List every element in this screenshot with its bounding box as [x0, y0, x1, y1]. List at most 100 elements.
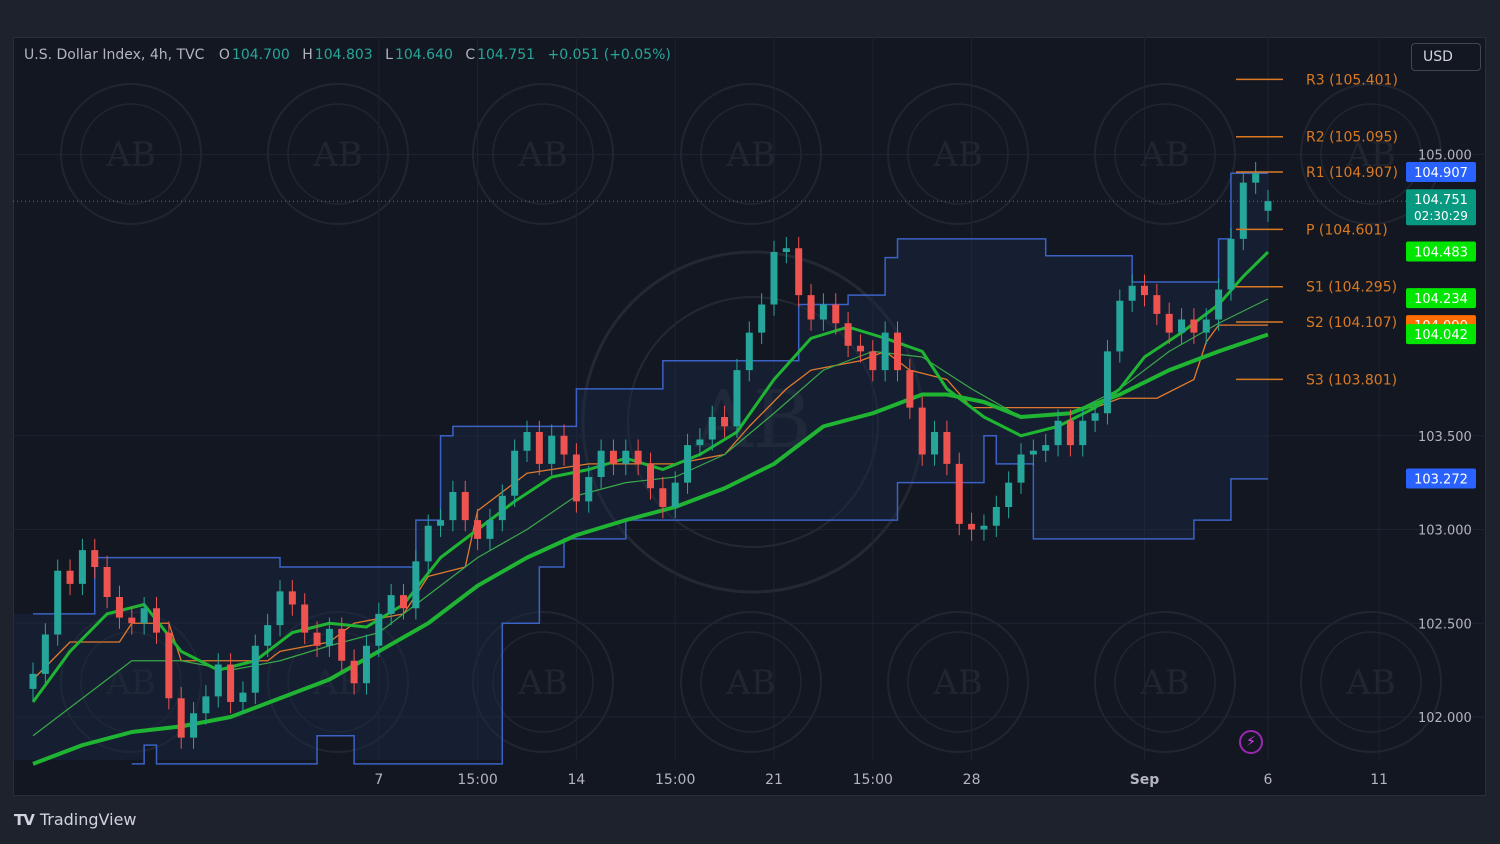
- candle-body: [437, 520, 445, 526]
- price-label-text: 104.907: [1414, 166, 1468, 181]
- price-label-box: [1406, 468, 1476, 489]
- pivot-label: S2 (104.107): [1306, 315, 1397, 331]
- candle-body: [758, 304, 766, 333]
- candle-body: [474, 520, 482, 539]
- candle-body: [782, 248, 790, 252]
- candle-body: [906, 370, 914, 408]
- price-label-box: [1406, 189, 1476, 226]
- x-tick-label: 15:00: [457, 772, 497, 788]
- candle-body: [128, 617, 136, 624]
- candle-body: [498, 495, 506, 521]
- candle-body: [844, 323, 852, 346]
- pivot-levels: R3 (105.401) R2 (105.095) R1 (104.907) P (1…: [1236, 72, 1398, 388]
- tradingview-logo: TV: [14, 810, 35, 829]
- candle-body: [1116, 300, 1124, 352]
- price-label-text: 104.234: [1414, 292, 1468, 307]
- candle-body: [177, 698, 185, 738]
- watermark-seal: AB: [1300, 611, 1442, 753]
- x-tick-label: 7: [374, 772, 383, 788]
- change-value: +0.051 (+0.05%): [547, 47, 671, 63]
- low-label: L: [385, 47, 393, 63]
- candle-body: [449, 492, 457, 521]
- watermark-seal: AB: [680, 611, 822, 753]
- candle-body: [115, 597, 123, 618]
- x-tick-label: 11: [1370, 772, 1388, 788]
- price-label-text: 103.272: [1414, 473, 1468, 488]
- candle-body: [276, 591, 284, 626]
- ema-fast-line: [31, 250, 1270, 703]
- watermark-text: AB: [517, 663, 568, 703]
- candle-body: [671, 482, 679, 507]
- candle-body: [66, 570, 74, 584]
- symbol-name: U.S. Dollar Index, 4h, TVC: [24, 47, 205, 63]
- candle-body: [795, 248, 803, 296]
- candle-body: [819, 304, 827, 320]
- candle-body: [264, 625, 272, 646]
- candle-body: [585, 477, 593, 502]
- candle-body: [980, 525, 988, 530]
- candle-body: [560, 435, 568, 455]
- candle-body: [103, 567, 111, 597]
- candle-body: [634, 450, 642, 464]
- candle-body: [992, 507, 1000, 526]
- candle-body: [869, 351, 877, 371]
- candle-body: [251, 645, 259, 693]
- price-label-box: [1406, 288, 1476, 309]
- candle-body: [943, 432, 951, 464]
- candle-body: [659, 488, 667, 507]
- watermark-seal: AB: [472, 611, 614, 753]
- tradingview-footer[interactable]: TV TradingView: [14, 810, 137, 829]
- candle-body: [1141, 285, 1148, 296]
- candle-body: [202, 696, 210, 714]
- pivot-label: R2 (105.095): [1306, 130, 1398, 146]
- x-tick-label: 14: [567, 772, 585, 788]
- candle-body: [733, 370, 741, 427]
- candle-body: [1178, 319, 1186, 333]
- candle-body: [721, 417, 729, 427]
- x-tick-label: Sep: [1130, 772, 1160, 788]
- candle-body: [1264, 201, 1272, 211]
- pivot-label: R3 (105.401): [1306, 72, 1398, 88]
- candle-body: [1252, 173, 1260, 183]
- candle-body: [424, 525, 432, 562]
- candle-body: [1215, 289, 1223, 320]
- candle-body: [1190, 319, 1198, 333]
- pivot-label: S3 (103.801): [1306, 372, 1397, 388]
- candle-body: [387, 595, 395, 614]
- y-tick-label: 103.500: [1418, 430, 1472, 445]
- candle-body: [400, 595, 407, 609]
- candle-body: [338, 628, 346, 661]
- open-value: 104.700: [231, 47, 290, 63]
- pivot-label: R1 (104.907): [1306, 165, 1398, 181]
- x-tick-label: 28: [963, 772, 981, 788]
- candle-body: [968, 523, 976, 530]
- candle-body: [1239, 182, 1247, 239]
- lightning-icon[interactable]: ⚡: [1239, 730, 1263, 754]
- candle-body: [708, 417, 716, 440]
- y-tick-label: 103.000: [1418, 524, 1472, 539]
- candle-body: [807, 295, 815, 320]
- price-label-text: 104.751: [1414, 193, 1468, 208]
- brand-name: TradingView: [39, 810, 137, 829]
- candle-body: [239, 692, 247, 702]
- pivot-label: S1 (104.295): [1306, 280, 1397, 296]
- candle-body: [313, 632, 321, 646]
- candle-body: [535, 432, 543, 464]
- candle-body: [1017, 454, 1025, 483]
- candle-body: [375, 613, 383, 646]
- candle-body: [1005, 482, 1013, 507]
- candle-body: [1079, 420, 1087, 446]
- candle-body: [572, 454, 580, 502]
- candle-body: [165, 632, 173, 699]
- currency-button[interactable]: USD: [1411, 43, 1481, 71]
- candle-body: [894, 332, 901, 371]
- candle-body: [190, 713, 198, 738]
- x-tick-label: 15:00: [655, 772, 695, 788]
- candle-body: [918, 407, 926, 455]
- candle-body: [1042, 445, 1050, 451]
- candle-body: [78, 550, 86, 584]
- watermark-seal: AB: [60, 611, 202, 753]
- y-tick-label: 102.000: [1418, 711, 1472, 726]
